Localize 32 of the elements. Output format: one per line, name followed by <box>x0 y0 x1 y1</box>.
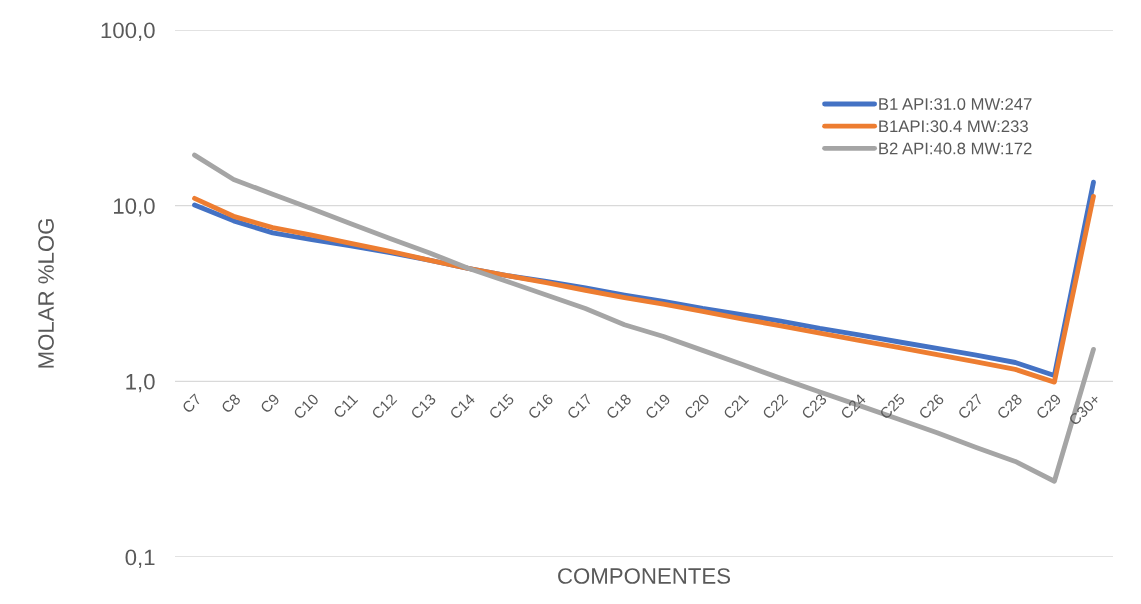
x-tick-label: C7 <box>181 393 202 414</box>
x-tick-label: C8 <box>220 393 242 414</box>
x-tick-label: C19 <box>644 393 671 420</box>
legend-label: B1API:30.4 MW:233 <box>879 120 1028 133</box>
x-tick-label: C26 <box>918 393 945 420</box>
x-tick-label: C27 <box>957 393 984 420</box>
x-tick-label: C13 <box>410 393 437 420</box>
x-tick-label: C22 <box>761 393 789 420</box>
y-tick-label: 100,0 <box>101 22 155 41</box>
x-tick-label: C29 <box>1035 393 1062 420</box>
x-tick-label: C11 <box>332 393 359 419</box>
x-tick-label: C10 <box>292 393 320 420</box>
x-tick-label: C21 <box>722 393 750 420</box>
x-tick-label: C16 <box>527 393 554 420</box>
x-tick-label: C17 <box>566 393 593 420</box>
y-tick-label: 10,0 <box>114 198 155 217</box>
legend-label: B1 API:31.0 MW:247 <box>879 98 1032 110</box>
x-tick-label: C23 <box>800 393 828 420</box>
x-tick-label: C15 <box>488 393 515 420</box>
x-tick-label: C9 <box>259 393 281 414</box>
x-axis-title: COMPONENTES <box>558 568 731 584</box>
x-tick-label: C28 <box>996 393 1023 420</box>
y-tick-label: 0,1 <box>125 549 155 568</box>
legend-label: B2 API:40.8 MW:172 <box>879 142 1032 155</box>
y-tick-label: 1,0 <box>126 373 155 393</box>
x-tick-label: C24 <box>839 393 867 420</box>
x-tick-label: C20 <box>683 393 711 420</box>
x-tick-label: C25 <box>879 393 906 420</box>
x-tick-label: C12 <box>370 393 398 420</box>
x-tick-label: C14 <box>449 393 476 420</box>
x-tick-label: C18 <box>605 393 632 420</box>
y-axis-title: MOLAR %LOG <box>38 219 54 368</box>
